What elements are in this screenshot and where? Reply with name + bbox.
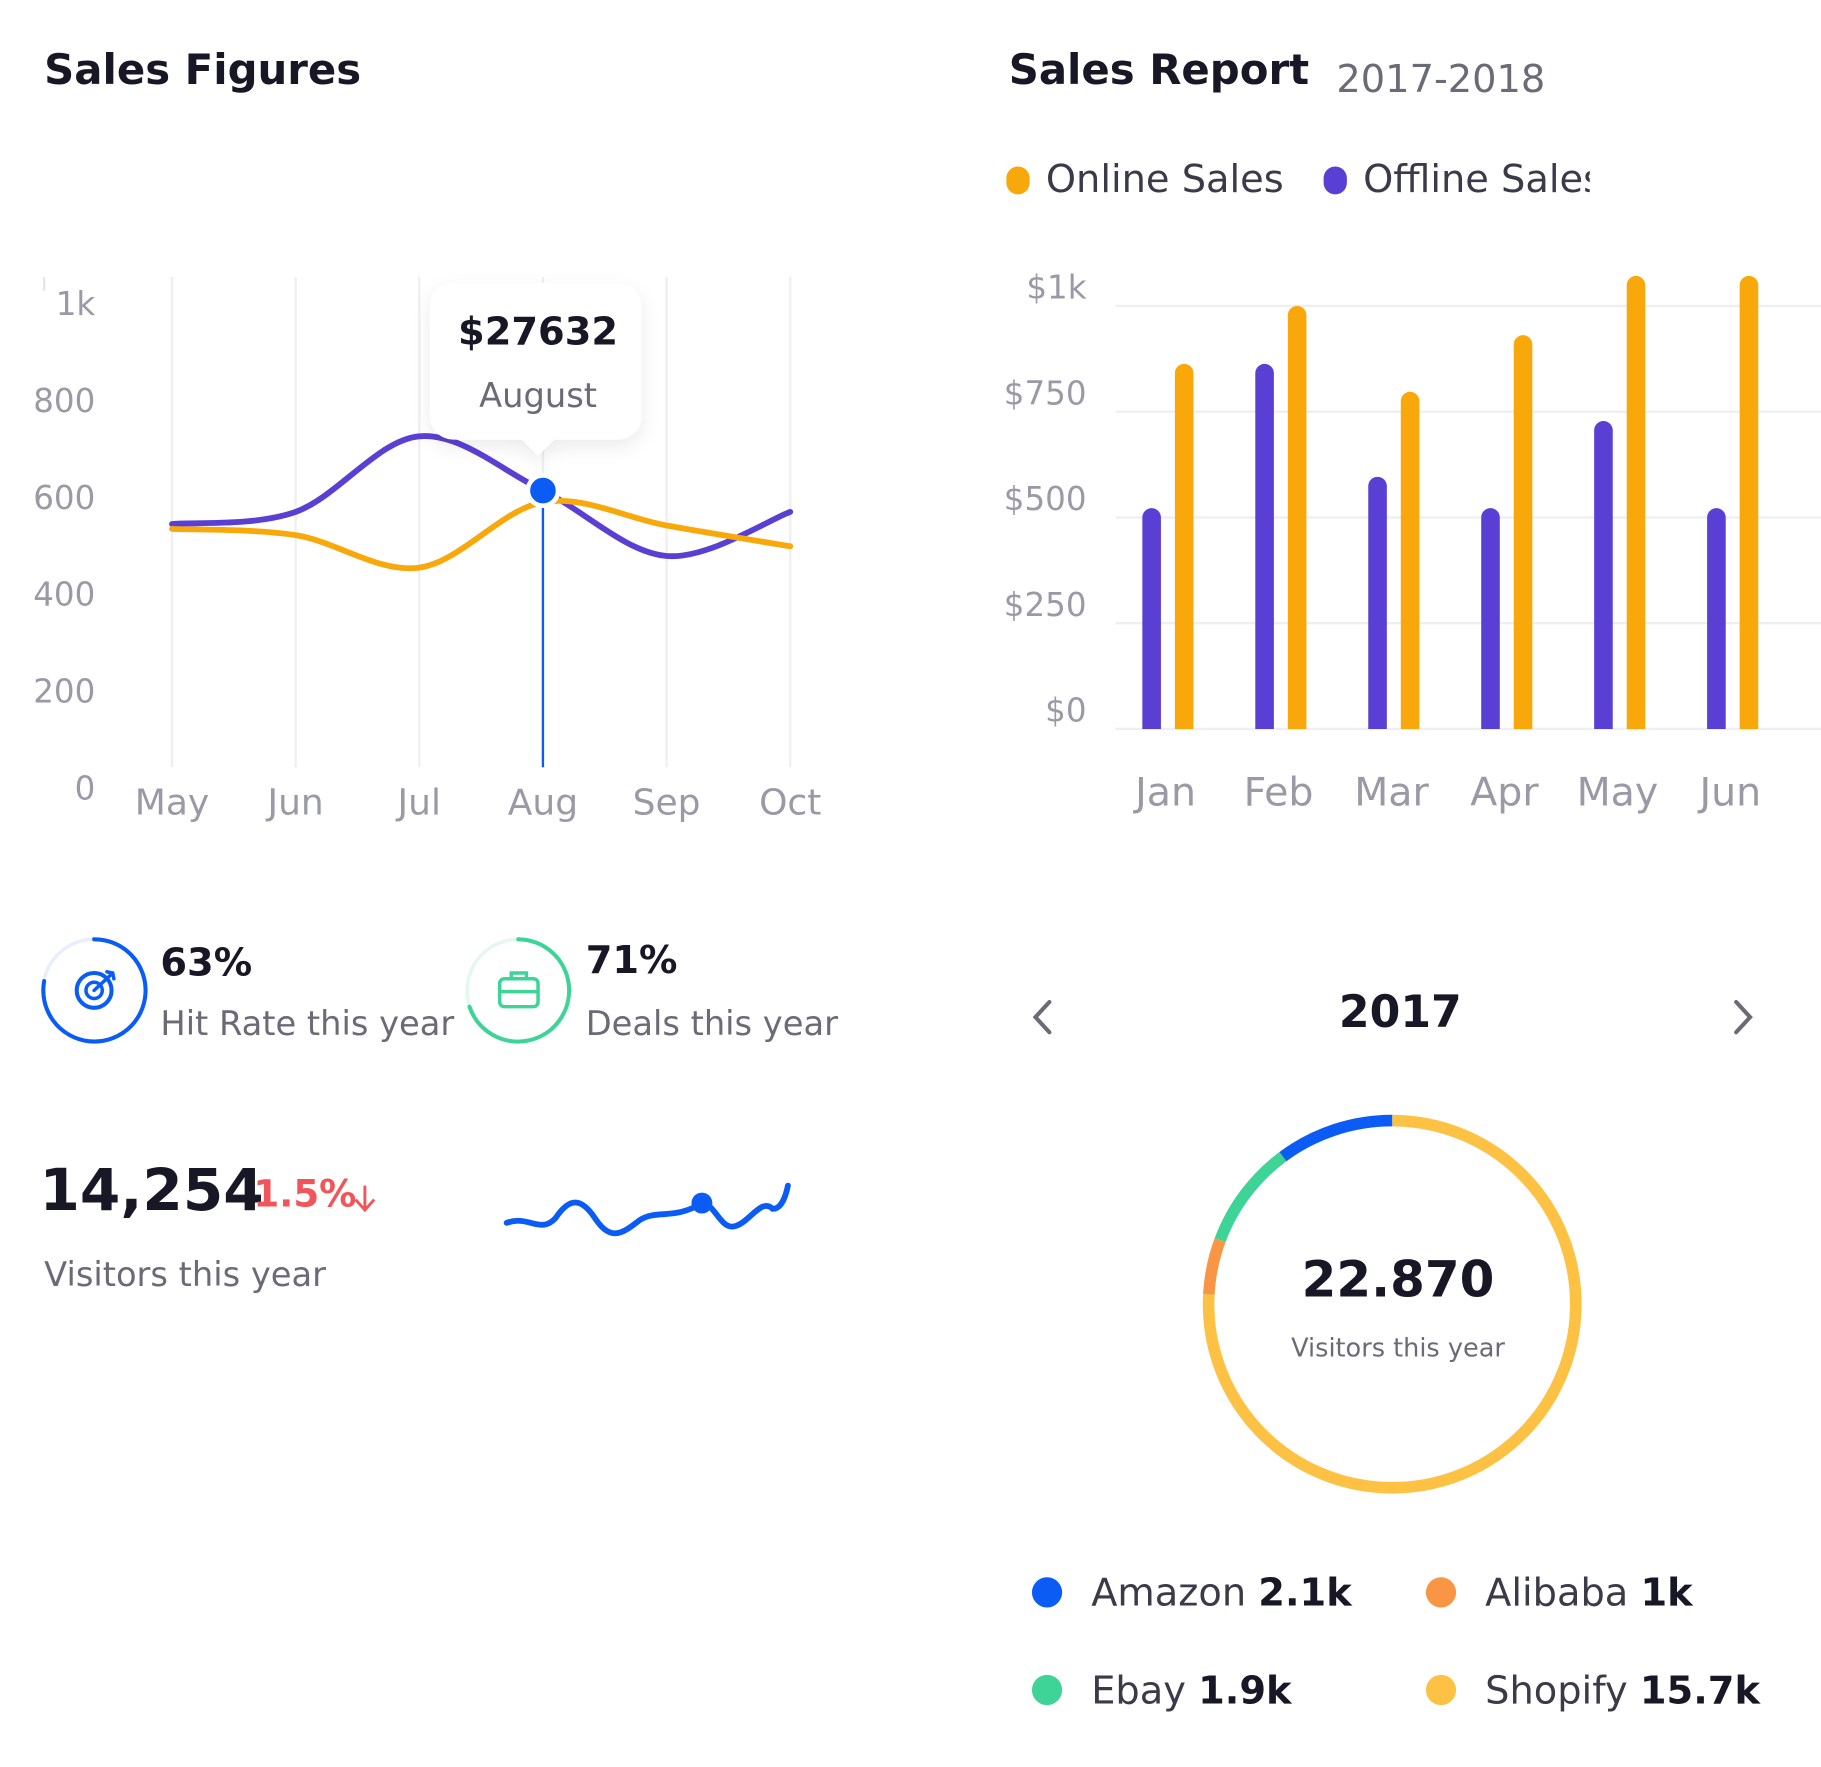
kpi-value: 63% — [160, 940, 252, 985]
x-tick-label: Jun — [265, 782, 323, 823]
donut-center-label: Visitors this year — [1291, 1333, 1505, 1363]
donut-segment — [1203, 1238, 1226, 1295]
legend-swatch — [1323, 166, 1347, 195]
bar — [1481, 508, 1500, 729]
chart-subtitle: 2017-2018 — [1336, 57, 1545, 102]
x-tick-label: Aug — [508, 782, 578, 823]
visitors-label: Visitors this year — [44, 1255, 326, 1294]
hit-rate-icon — [41, 937, 148, 1044]
bar — [1400, 391, 1420, 729]
legend-label: Alibaba — [1485, 1570, 1628, 1615]
visitors-value: 14,254 — [40, 1156, 264, 1224]
bar — [1707, 508, 1726, 729]
next-button[interactable] — [1734, 999, 1753, 1035]
x-tick-label: Mar — [1354, 770, 1429, 816]
y-tick-label: 800 — [33, 382, 95, 420]
y-tick-label: 400 — [33, 576, 95, 614]
bar — [1626, 275, 1646, 729]
y-tick-label: 1k — [56, 285, 96, 323]
kpi-label: Deals this year — [586, 1004, 838, 1043]
y-tick-label: $0 — [1045, 692, 1086, 730]
legend-swatch — [1031, 1674, 1063, 1706]
legend: Online Sales Offline Sales — [1006, 157, 1603, 202]
x-tick-label: Jan — [1132, 770, 1196, 816]
donut-segment — [1279, 1114, 1393, 1162]
tooltip-box — [429, 282, 642, 456]
sparkline — [503, 1182, 791, 1237]
legend-label: Amazon — [1091, 1570, 1246, 1615]
legend-label: Shopify — [1485, 1668, 1628, 1713]
bar — [1174, 363, 1194, 729]
prev-button[interactable] — [1032, 999, 1052, 1035]
line-series — [169, 433, 794, 559]
donut-segment — [1214, 1151, 1287, 1243]
legend-label: Ebay — [1091, 1668, 1186, 1713]
x-tick-label: Feb — [1244, 770, 1314, 816]
tooltip-value: $27632 — [458, 309, 618, 354]
y-tick-label: $750 — [1004, 374, 1087, 412]
x-tick-label: Jun — [1696, 770, 1761, 816]
legend-value: 15.7k — [1640, 1668, 1762, 1713]
y-tick-label: $250 — [1004, 586, 1087, 624]
down-arrow — [354, 1185, 376, 1213]
x-tick-label: May — [135, 782, 209, 823]
x-tick-label: Jul — [396, 782, 441, 823]
bar — [1368, 476, 1387, 729]
legend-label: Offline Sales — [1363, 157, 1603, 202]
x-tick-label: Oct — [759, 782, 821, 823]
kpi-value: 71% — [586, 938, 678, 983]
legend-value: 1k — [1640, 1570, 1694, 1615]
kpi-label: Hit Rate this year — [160, 1004, 454, 1043]
bar — [1513, 335, 1533, 729]
y-tick-label: $500 — [1004, 480, 1087, 518]
bar — [1287, 305, 1307, 729]
donut-center-value: 22.870 — [1302, 1251, 1495, 1309]
chart-title: Sales Report — [1009, 45, 1309, 94]
y-tick-label: 0 — [75, 770, 96, 808]
y-tick-label: 600 — [33, 479, 95, 517]
bar — [1594, 420, 1613, 729]
chart-title: Sales Figures — [44, 45, 361, 94]
legend-swatch — [1006, 166, 1030, 195]
y-tick-label: 200 — [33, 673, 95, 711]
line-series — [169, 498, 794, 572]
x-tick-label: May — [1577, 770, 1659, 816]
legend-swatch — [1031, 1577, 1063, 1608]
legend-item: Alibaba 1k — [1485, 1570, 1694, 1615]
visitors-change: 1.5% — [253, 1172, 356, 1216]
x-tick-label: Sep — [633, 782, 701, 823]
hover-point — [525, 473, 561, 509]
legend-swatch — [1425, 1577, 1457, 1608]
legend-item: Ebay 1.9k — [1091, 1668, 1293, 1713]
deals-icon — [465, 937, 572, 1044]
bar — [1142, 508, 1161, 729]
y-tick-label: $1k — [1026, 269, 1086, 307]
legend-label: Online Sales — [1046, 157, 1284, 202]
legend-item: Shopify 15.7k — [1485, 1668, 1761, 1713]
bar — [1739, 275, 1759, 729]
x-tick-label: Apr — [1470, 770, 1539, 816]
sparkline-dot — [691, 1192, 713, 1214]
bar — [1255, 363, 1274, 729]
legend-value: 1.9k — [1198, 1668, 1293, 1713]
legend-value: 2.1k — [1258, 1570, 1353, 1615]
year-title: 2017 — [1339, 987, 1462, 1038]
donut-segment — [1202, 1114, 1582, 1494]
tooltip — [429, 282, 642, 456]
tooltip-label: August — [479, 376, 597, 415]
legend-item: Amazon 2.1k — [1091, 1570, 1353, 1615]
legend-swatch — [1425, 1674, 1457, 1706]
